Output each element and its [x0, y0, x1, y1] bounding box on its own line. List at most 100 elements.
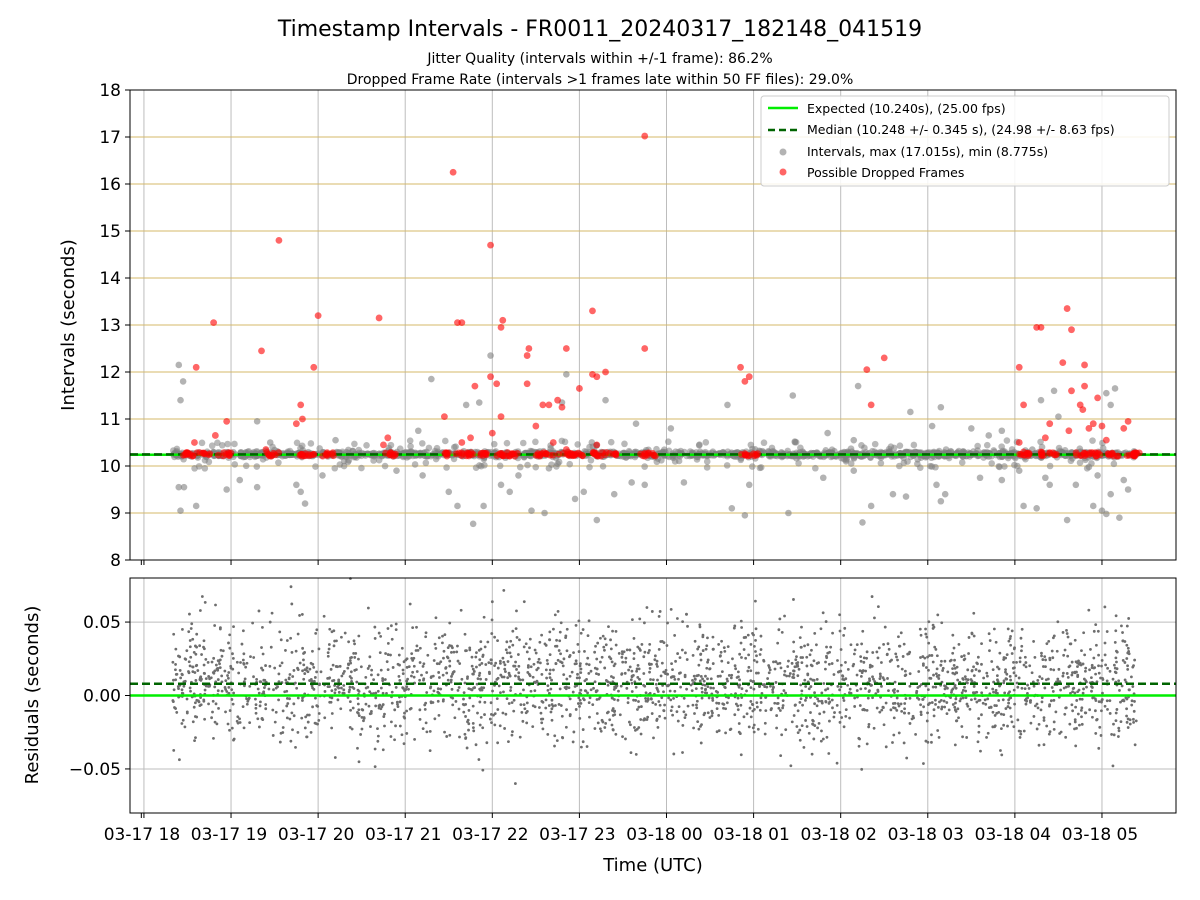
residual-point [545, 658, 549, 662]
residual-point [815, 704, 819, 708]
interval-point [828, 446, 836, 454]
residual-point [961, 688, 965, 692]
residual-point [228, 633, 232, 637]
residual-point [893, 680, 897, 684]
residual-point [662, 690, 665, 694]
residual-point [649, 697, 653, 701]
residual-point [422, 678, 425, 682]
residual-point [795, 665, 798, 668]
residual-point [1007, 701, 1010, 705]
residual-point [628, 665, 632, 669]
residual-point [570, 670, 574, 674]
residual-point [1074, 705, 1078, 709]
interval-point [477, 462, 485, 470]
residual-point [771, 686, 775, 690]
residual-point [514, 782, 517, 785]
residual-point [479, 716, 483, 719]
residual-point [260, 666, 263, 670]
residual-point [1094, 643, 1098, 647]
residual-point [224, 679, 228, 682]
residual-point [504, 712, 508, 716]
intervals-plot-frame [129, 89, 1177, 561]
residual-point [1088, 668, 1091, 672]
residual-point [840, 716, 844, 719]
residual-point [257, 691, 261, 695]
residual-point [613, 713, 617, 717]
residual-point [180, 722, 184, 725]
residual-point [188, 612, 191, 616]
dropped-frame-point [1124, 417, 1132, 425]
interval-outlier-point [1107, 401, 1114, 409]
residual-point [1125, 624, 1129, 628]
residual-point [261, 625, 264, 629]
residual-point [649, 678, 652, 681]
residual-point [637, 705, 641, 709]
residual-point [466, 677, 469, 680]
residual-point [907, 652, 911, 656]
residual-point [296, 666, 299, 670]
residual-point [827, 752, 831, 755]
dropped-frame-point [192, 363, 200, 371]
residual-point [522, 703, 526, 706]
residual-point [449, 678, 453, 682]
interval-point [316, 445, 323, 452]
residual-point [1062, 653, 1066, 657]
residual-point [655, 662, 659, 666]
residual-point [886, 642, 890, 646]
residual-point [1094, 623, 1098, 627]
residual-point [700, 686, 704, 690]
interval-point [928, 463, 936, 470]
residual-point [819, 739, 823, 743]
residual-point [189, 655, 193, 659]
residual-point [585, 662, 589, 666]
residual-point [258, 704, 262, 708]
residual-point [934, 647, 938, 651]
residual-point [512, 709, 516, 713]
interval-outlier-point [998, 427, 1006, 435]
interval-point [496, 462, 504, 470]
residual-point [477, 674, 481, 677]
residual-point [1095, 718, 1098, 722]
residual-point [203, 688, 207, 692]
dropped-frame-point [1046, 420, 1054, 428]
residual-point [838, 670, 841, 673]
residual-point [1080, 706, 1084, 710]
residual-point [824, 667, 827, 671]
residual-point [407, 687, 410, 691]
interval-point [1008, 446, 1016, 453]
dropped-frame-point [1046, 449, 1054, 457]
residual-point [1091, 715, 1094, 719]
residual-point [645, 606, 649, 609]
residual-point [560, 661, 564, 665]
residual-point [702, 713, 706, 717]
residual-point [377, 706, 381, 710]
residual-point [1112, 733, 1116, 737]
residual-point [640, 705, 643, 708]
residual-point [597, 673, 601, 676]
residual-point [773, 667, 777, 671]
interval-point [702, 439, 710, 446]
residual-point [490, 632, 494, 635]
interval-outlier-point [724, 401, 731, 409]
residual-point [329, 667, 333, 671]
residual-point [499, 662, 502, 665]
residual-point [795, 725, 799, 728]
residual-point [389, 624, 393, 628]
residual-point [1040, 696, 1044, 700]
residual-point [561, 736, 565, 740]
residual-point [828, 719, 831, 723]
residual-point [612, 664, 616, 668]
residual-point [985, 735, 988, 739]
residual-point [574, 623, 578, 627]
residual-point [581, 628, 585, 631]
residual-point [463, 632, 467, 636]
residual-point [579, 631, 583, 635]
residual-point [527, 657, 531, 661]
interval-outlier-point [445, 488, 453, 496]
dropped-frame-point [299, 415, 306, 423]
residual-point [471, 726, 475, 729]
residual-point [751, 680, 755, 684]
residual-point [684, 651, 687, 655]
residual-point [442, 698, 445, 702]
residual-point [405, 685, 409, 689]
